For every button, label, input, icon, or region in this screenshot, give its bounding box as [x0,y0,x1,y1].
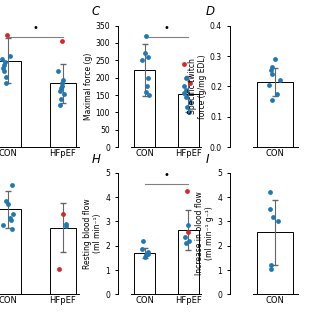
Bar [134,253,155,294]
Bar [178,230,199,294]
Bar [50,228,76,294]
Point [144,253,149,258]
Point [277,78,283,83]
Point [4,198,9,203]
Point [182,91,187,96]
Y-axis label: Increase in blood flow
(ml min⁻¹ g⁻¹): Increase in blood flow (ml min⁻¹ g⁻¹) [195,192,214,276]
Point [181,84,187,89]
Point [7,53,12,59]
Point [185,222,190,228]
Point [61,92,67,97]
Point [184,75,189,80]
Bar [257,232,293,294]
Point [142,51,147,56]
Point [146,249,151,254]
Point [146,92,151,98]
Point [271,214,276,219]
Point [144,84,149,89]
Point [60,81,65,86]
Text: H: H [92,153,100,165]
Point [1,222,6,228]
Point [184,241,189,246]
Y-axis label: Specific twitch
force (g/mg EDL): Specific twitch force (g/mg EDL) [188,54,207,119]
Text: •: • [164,23,169,33]
Point [183,87,188,92]
Point [186,110,191,115]
Text: •: • [164,170,169,180]
Point [4,32,9,37]
Point [186,230,191,235]
Text: •: • [32,23,38,33]
Point [58,102,63,107]
Point [268,263,273,268]
Point [145,252,150,257]
Point [267,82,272,87]
Point [10,226,15,231]
Point [268,67,274,72]
Bar [0,209,21,294]
Point [140,238,145,244]
Point [184,94,189,100]
Bar [0,60,21,147]
Point [187,100,192,105]
Point [1,62,6,68]
Point [143,34,148,39]
Point [58,96,63,101]
Point [3,75,8,80]
Bar [257,82,293,147]
Point [188,80,193,85]
Point [8,215,13,220]
Point [186,238,191,244]
Point [1,66,6,71]
Point [267,207,272,212]
Point [268,190,273,195]
Point [185,188,190,194]
Point [9,218,14,223]
Text: C: C [92,5,100,18]
Point [143,254,148,259]
Point [60,38,65,43]
Point [10,212,15,217]
Point [64,224,69,229]
Bar [178,94,199,147]
Point [2,68,7,74]
Point [64,221,69,227]
Point [3,60,8,65]
Point [4,81,9,86]
Point [0,56,4,61]
Point [270,64,275,69]
Y-axis label: Resting blood flow
(ml min⁻¹): Resting blood flow (ml min⁻¹) [83,198,102,269]
Point [145,54,150,60]
Bar [50,83,76,147]
Point [61,212,66,217]
Point [139,58,144,63]
Point [6,202,11,207]
Point [9,182,14,188]
Text: D: D [205,5,214,18]
Point [269,72,275,77]
Point [57,88,62,93]
Point [59,85,64,91]
Point [143,89,148,94]
Point [182,61,187,66]
Point [56,266,61,271]
Point [145,75,150,80]
Y-axis label: Maximal force (g): Maximal force (g) [84,53,93,120]
Point [269,266,274,271]
Point [275,219,280,224]
Point [140,247,145,252]
Point [184,105,189,110]
Point [275,92,280,97]
Point [269,98,275,103]
Point [182,235,187,240]
Point [55,68,60,74]
Point [272,56,277,61]
Point [61,78,66,83]
Text: I: I [205,153,209,165]
Point [60,84,65,89]
Bar [134,70,155,147]
